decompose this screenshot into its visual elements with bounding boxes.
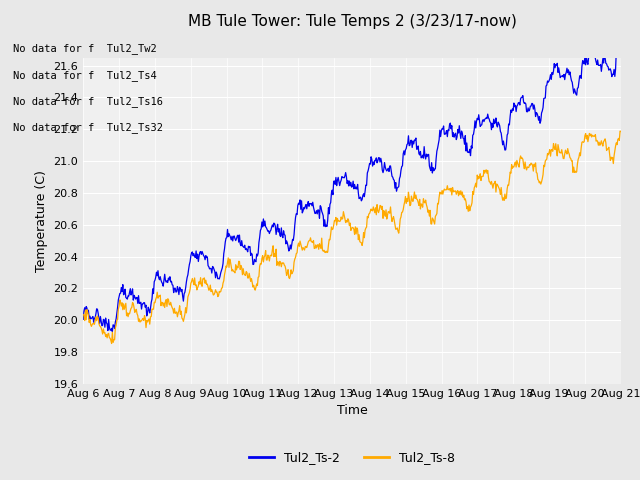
Text: No data for f  Tul2_Ts4: No data for f Tul2_Ts4: [13, 70, 157, 81]
Text: No data for f  Tul2_Tw2: No data for f Tul2_Tw2: [13, 43, 157, 54]
Line: Tul2_Ts-8: Tul2_Ts-8: [83, 131, 621, 344]
Tul2_Ts-2: [617, 47, 625, 52]
X-axis label: Time: Time: [337, 405, 367, 418]
Text: No data for f  Tul2_Ts16: No data for f Tul2_Ts16: [13, 96, 163, 107]
Tul2_Ts-8: [617, 129, 625, 134]
Tul2_Ts-2: [434, 145, 442, 151]
Tul2_Ts-8: [434, 201, 442, 206]
Tul2_Ts-8: [616, 128, 624, 134]
Text: MB Tule Tower: Tule Temps 2 (3/23/17-now): MB Tule Tower: Tule Temps 2 (3/23/17-now…: [188, 14, 516, 29]
Tul2_Ts-2: [200, 253, 207, 259]
Tul2_Ts-2: [418, 154, 426, 160]
Tul2_Ts-2: [89, 314, 97, 320]
Tul2_Ts-8: [145, 316, 153, 322]
Text: No data for f  Tul2_Ts32: No data for f Tul2_Ts32: [13, 122, 163, 133]
Y-axis label: Temperature (C): Temperature (C): [35, 170, 48, 272]
Tul2_Ts-8: [228, 268, 236, 274]
Tul2_Ts-8: [200, 276, 207, 282]
Tul2_Ts-8: [79, 312, 87, 317]
Tul2_Ts-8: [108, 341, 115, 347]
Legend: Tul2_Ts-2, Tul2_Ts-8: Tul2_Ts-2, Tul2_Ts-8: [244, 446, 460, 469]
Tul2_Ts-2: [109, 329, 116, 335]
Tul2_Ts-8: [418, 202, 426, 208]
Tul2_Ts-8: [89, 321, 97, 326]
Tul2_Ts-2: [79, 316, 87, 322]
Tul2_Ts-2: [145, 307, 153, 313]
Line: Tul2_Ts-2: Tul2_Ts-2: [83, 49, 621, 332]
Tul2_Ts-2: [588, 47, 595, 52]
Tul2_Ts-2: [228, 233, 236, 239]
